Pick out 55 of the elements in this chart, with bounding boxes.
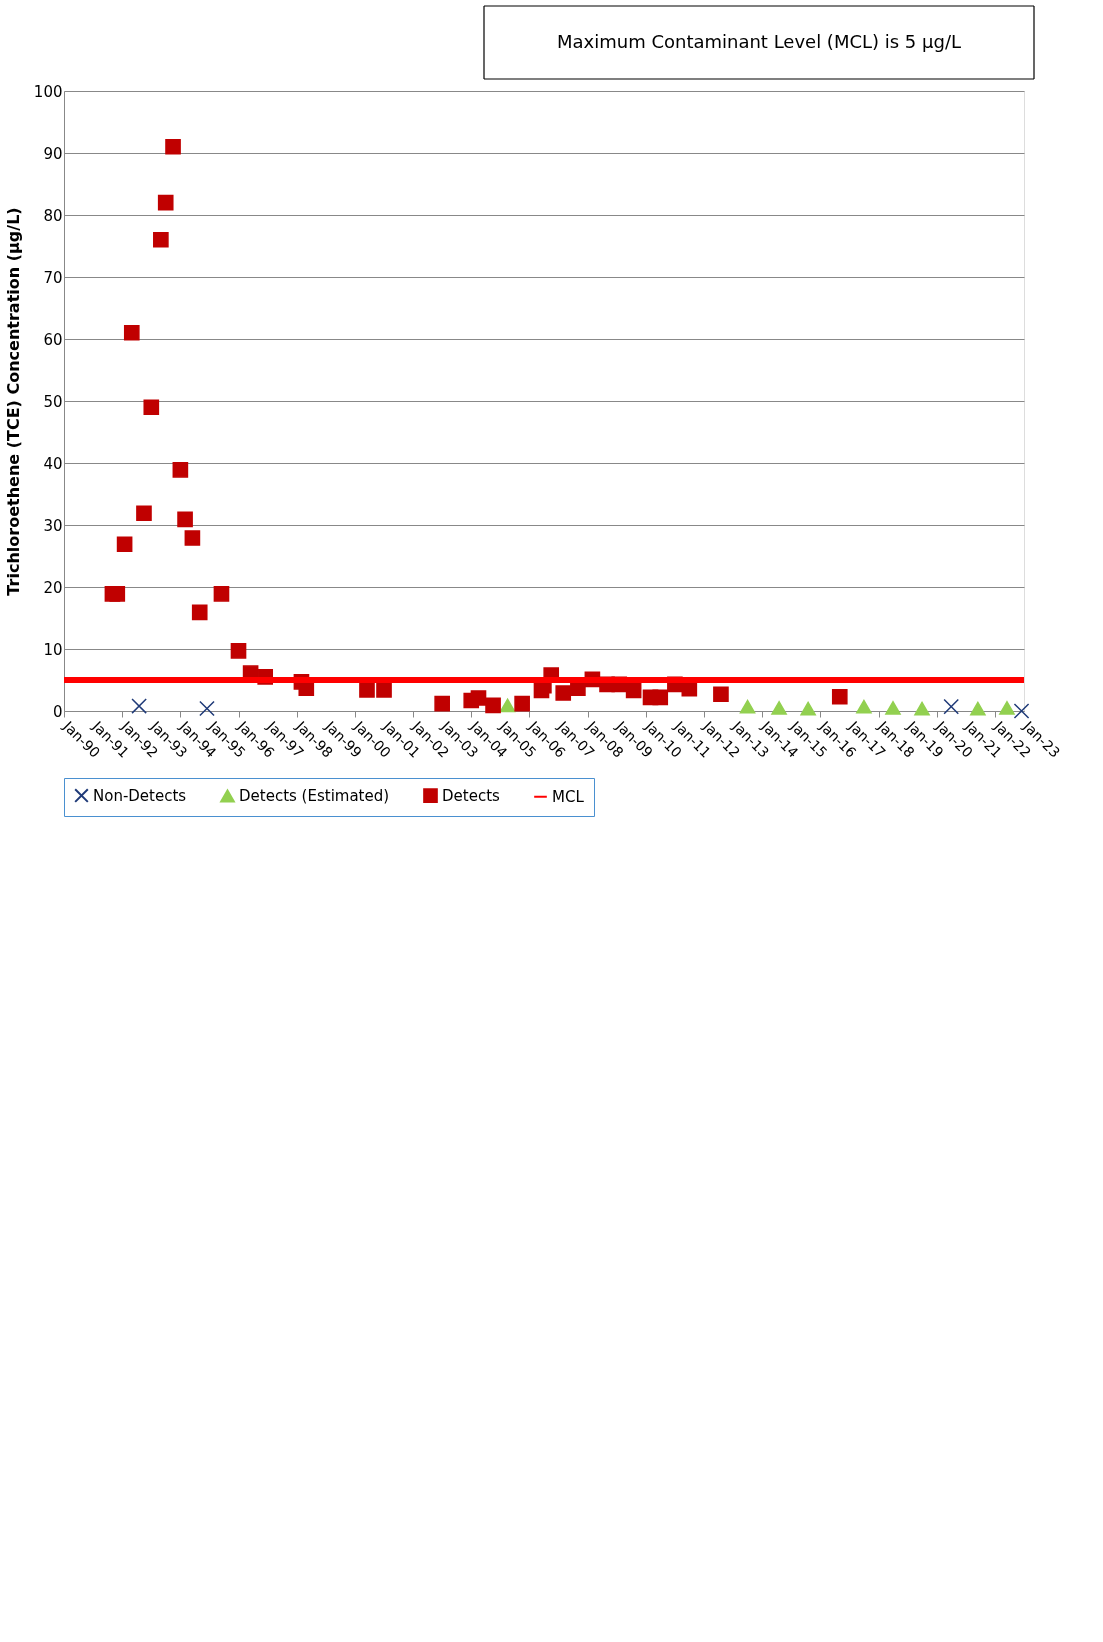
y-tick-label: 10 — [43, 640, 63, 659]
text: Maximum Contaminant Level (MCL) is 5 µg/L — [556, 31, 962, 52]
point — [157, 194, 174, 211]
legend-label: Non-Detects — [93, 786, 187, 805]
point — [165, 138, 181, 155]
point — [359, 682, 375, 698]
point — [230, 643, 247, 659]
point — [514, 695, 530, 712]
y-tick-label: 0 — [52, 702, 63, 721]
point — [625, 682, 642, 699]
point — [184, 530, 201, 546]
point — [153, 231, 169, 248]
point — [376, 682, 392, 698]
point — [136, 505, 152, 522]
point — [943, 698, 960, 715]
point — [177, 511, 193, 528]
point — [856, 699, 872, 714]
y-axis-title: Trichloroethene (TCE) Concentration (µg/L) — [3, 207, 23, 596]
y-tick-label: 30 — [43, 516, 63, 535]
point — [771, 701, 787, 715]
point — [555, 685, 572, 701]
point — [831, 688, 848, 705]
point — [434, 695, 450, 712]
point — [123, 324, 140, 341]
point — [999, 701, 1015, 715]
y-tick-label: 20 — [43, 578, 63, 597]
point — [914, 701, 930, 716]
point — [885, 701, 901, 715]
point — [172, 462, 189, 478]
legend-label: MCL — [552, 787, 585, 806]
legend-label: Detects — [442, 786, 501, 805]
y-tick-label: 70 — [43, 268, 63, 287]
point — [109, 586, 126, 602]
y-tick-label: 80 — [43, 206, 63, 225]
point — [499, 698, 516, 713]
point — [713, 686, 729, 703]
y-tick-label: 60 — [43, 330, 63, 349]
legend-label: Detects (Estimated) — [239, 787, 390, 806]
point — [652, 689, 669, 706]
point — [131, 698, 147, 714]
point — [800, 701, 816, 716]
point — [191, 604, 208, 621]
point — [199, 700, 215, 717]
point — [1013, 703, 1030, 719]
point — [116, 536, 133, 553]
point — [143, 399, 160, 416]
y-tick-label: 40 — [43, 454, 63, 473]
point — [485, 697, 501, 714]
y-tick-label: 100 — [33, 82, 63, 101]
y-tick-label: 50 — [43, 392, 63, 411]
point — [970, 701, 986, 716]
point — [470, 690, 487, 706]
point — [739, 699, 756, 714]
point — [213, 586, 230, 602]
y-tick-label: 90 — [43, 144, 63, 163]
